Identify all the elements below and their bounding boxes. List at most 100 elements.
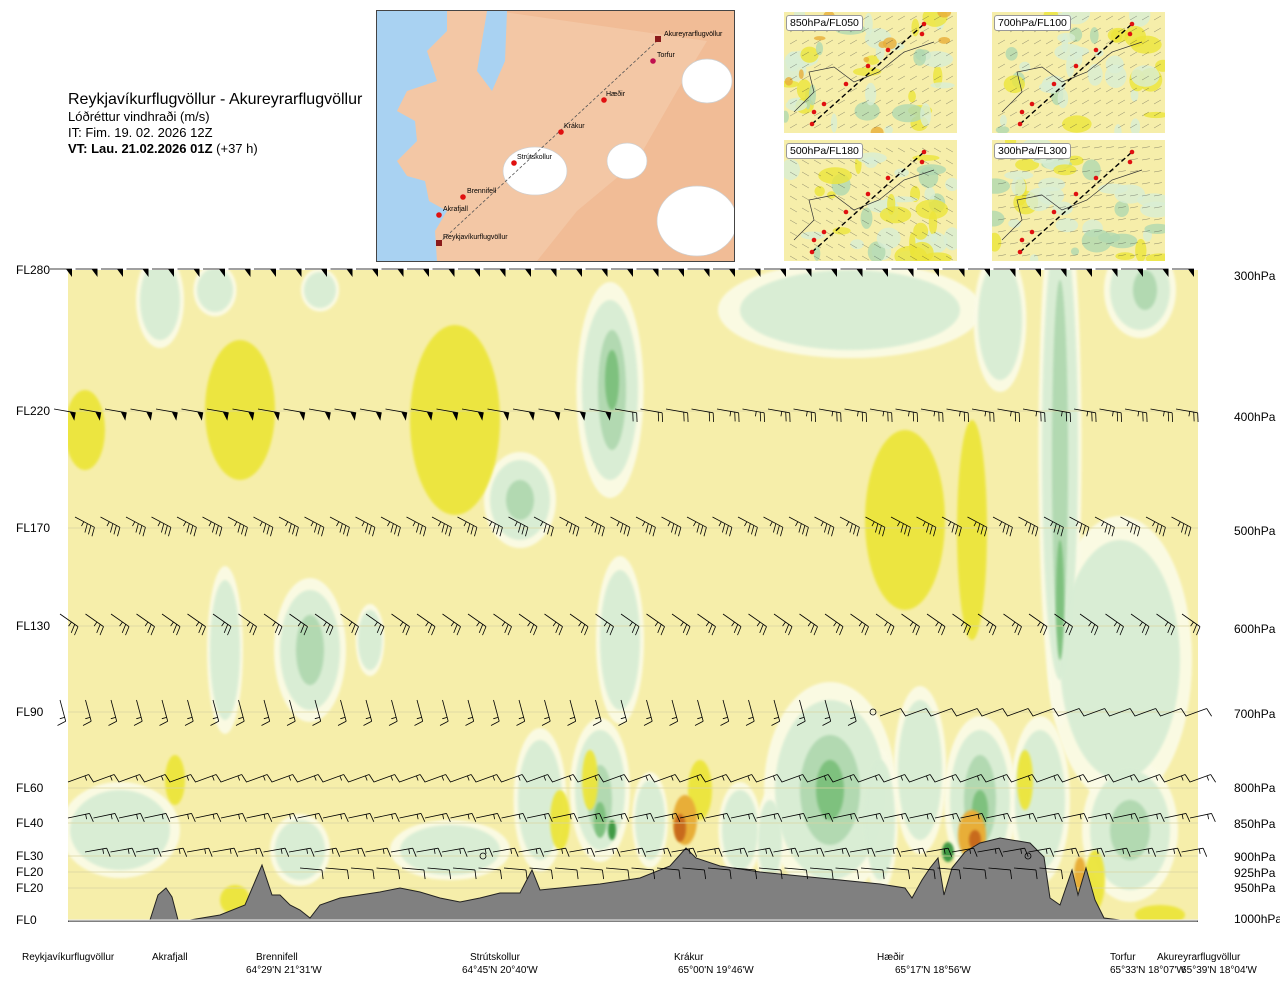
wind-barb xyxy=(414,699,424,726)
mini-map-barb xyxy=(1129,206,1138,209)
wind-barb xyxy=(840,268,863,277)
mini-map-barb xyxy=(909,15,918,21)
wind-barb xyxy=(538,408,561,421)
mini-map-barb xyxy=(801,39,810,45)
wind-barb xyxy=(492,847,519,857)
wind-barb xyxy=(246,813,273,822)
mini-map-barb xyxy=(897,99,906,105)
mini-map-barb xyxy=(909,147,918,153)
waypoint-name: Reykjavíkurflugvöllur xyxy=(22,952,115,963)
mini-map-contour xyxy=(1015,158,1040,171)
wind-barb xyxy=(206,408,229,421)
mini-map-contour xyxy=(865,82,877,106)
mini-map-contour xyxy=(1131,65,1160,87)
mini-map-barb xyxy=(1021,242,1030,245)
route-title: Reykjavíkurflugvöllur - Akureyrarflugvöl… xyxy=(68,91,363,108)
mini-map-waypoint xyxy=(1051,209,1057,215)
wind-barb xyxy=(832,774,859,783)
mini-map-contour xyxy=(1130,35,1162,54)
wind-barb xyxy=(212,613,232,636)
velocity-contour xyxy=(70,790,170,870)
mini-map-barb xyxy=(873,231,882,237)
mini-map-barb xyxy=(1117,27,1126,33)
fl-label: FL0 xyxy=(16,913,37,927)
mini-map-barb xyxy=(1093,39,1102,45)
title-block: Reykjavíkurflugvöllur - Akureyrarflugvöl… xyxy=(68,90,362,157)
wind-barb xyxy=(57,699,67,726)
velocity-contour xyxy=(570,718,630,862)
wind-barb xyxy=(50,268,72,277)
map-marker-brennifell xyxy=(460,194,466,200)
mini-map-waypoint xyxy=(1019,109,1025,115)
mini-map-barb xyxy=(813,63,822,69)
mini-map-barb xyxy=(1009,230,1018,233)
fl-label: FL60 xyxy=(16,781,44,795)
wind-barb xyxy=(526,813,553,822)
mini-map-barb xyxy=(933,159,942,165)
mini-map-contour xyxy=(992,232,1002,252)
mini-map-barb xyxy=(789,87,798,93)
mini-map-barb xyxy=(885,243,894,249)
wind-barb xyxy=(1138,813,1165,822)
mini-map-barb xyxy=(1069,206,1078,209)
mini-map-barb xyxy=(1129,15,1138,21)
velocity-contour xyxy=(193,270,237,317)
mini-map-barb xyxy=(789,219,798,225)
waypoint-coordinates: 65°00'N 19°46'W xyxy=(678,965,754,976)
mini-map-waypoint xyxy=(919,159,925,165)
wind-barb xyxy=(503,867,528,880)
mini-map-barb xyxy=(997,99,1006,105)
mini-map-barb xyxy=(1081,170,1090,173)
mini-map-barb xyxy=(1081,15,1090,21)
wind-barb xyxy=(1018,516,1039,537)
mini-map-barb xyxy=(1117,63,1126,69)
wind-barb xyxy=(427,867,452,880)
mini-map-barb xyxy=(1045,51,1054,57)
wind-barb xyxy=(202,516,223,537)
mini-map-barb xyxy=(861,99,870,105)
hpa-label: 950hPa xyxy=(1234,881,1276,895)
waypoint-coordinates: 65°39'N 18°04'W xyxy=(1181,965,1257,976)
mini-map-barb xyxy=(933,171,942,177)
wind-barb xyxy=(322,774,349,783)
mini-map-barb xyxy=(1045,218,1054,221)
velocity-contour xyxy=(1110,270,1170,330)
mini-map-barb xyxy=(1141,230,1150,233)
wind-barb xyxy=(920,408,944,423)
velocity-contour xyxy=(608,820,616,840)
map-marker-krakur xyxy=(558,129,564,135)
mini-map-barb xyxy=(1045,123,1054,129)
mini-map-barb xyxy=(997,230,1006,233)
mini-map-barb xyxy=(1105,123,1114,129)
mini-map-barb xyxy=(801,159,810,165)
wind-barb xyxy=(985,813,1012,822)
velocity-contour xyxy=(518,740,562,860)
wind-barb xyxy=(585,268,608,277)
mini-map-barb xyxy=(1117,111,1126,117)
mini-map-barb xyxy=(921,171,930,177)
velocity-contour xyxy=(205,340,275,480)
mini-map-barb xyxy=(1033,218,1042,221)
mini-map-contour xyxy=(1087,63,1103,86)
mini-map-barb xyxy=(909,111,918,117)
wind-barb xyxy=(960,774,987,783)
mini-map-barb xyxy=(1117,206,1126,209)
mini-map-contour xyxy=(1144,223,1165,235)
mini-map-barb xyxy=(861,219,870,225)
mini-map-barb xyxy=(1153,99,1162,105)
mini-map-barb xyxy=(921,147,930,153)
mini-map-barb xyxy=(873,39,882,45)
mini-map-route xyxy=(1019,23,1133,125)
mini-map-barb xyxy=(1105,218,1114,221)
wind-barb xyxy=(279,268,302,277)
velocity-contour xyxy=(740,270,960,350)
velocity-contour xyxy=(274,578,346,722)
mini-map-barb xyxy=(813,75,822,81)
mini-map-barb xyxy=(801,183,810,189)
wind-barb xyxy=(569,613,589,636)
mini-map-barb xyxy=(933,39,942,45)
mini-map-barb xyxy=(1117,230,1126,233)
wind-barb xyxy=(390,847,417,857)
mini-map-barb xyxy=(861,243,870,249)
wind-barb xyxy=(977,613,997,636)
